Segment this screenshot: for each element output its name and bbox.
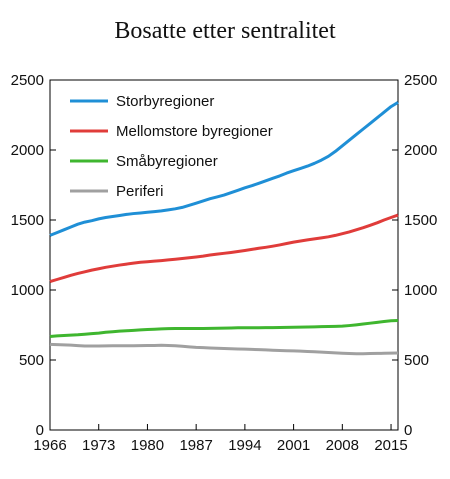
legend-label-4: Periferi xyxy=(116,183,164,200)
legend: Storbyregioner Mellomstore byregioner Småb… xyxy=(70,93,273,200)
x-tick-label: 1980 xyxy=(131,437,164,454)
series-line-4 xyxy=(49,342,399,356)
plot-frame xyxy=(49,79,399,431)
series-line-2 xyxy=(49,213,399,284)
y-tick-label-right: 2000 xyxy=(404,142,437,159)
legend-label-2: Mellomstore byregioner xyxy=(116,123,273,140)
x-tick-label: 1994 xyxy=(228,437,261,454)
series-line-3 xyxy=(49,319,399,338)
series-layer xyxy=(49,101,399,356)
y-tick-label-left: 2000 xyxy=(11,142,44,159)
y-tick-label-left: 1000 xyxy=(11,282,44,299)
y-tick-label-right: 2500 xyxy=(404,72,437,89)
x-tick-label: 2008 xyxy=(326,437,359,454)
y-tick-label-left: 1500 xyxy=(11,212,44,229)
y-tick-label-right: 500 xyxy=(404,352,429,369)
x-tick-label: 1987 xyxy=(179,437,212,454)
x-tick-label: 1973 xyxy=(82,437,115,454)
y-tick-label-left: 500 xyxy=(19,352,44,369)
y-tick-label-right: 1000 xyxy=(404,282,437,299)
y-tick-label-left: 2500 xyxy=(11,72,44,89)
series-line-1 xyxy=(49,101,399,237)
chart-title: Bosatte etter sentralitet xyxy=(114,18,336,44)
y-tick-label-right: 1500 xyxy=(404,212,437,229)
y-tick-label-right: 0 xyxy=(404,422,412,439)
x-tick-label: 1966 xyxy=(33,437,66,454)
x-tick-label: 2001 xyxy=(277,437,310,454)
legend-label-1: Storbyregioner xyxy=(116,93,214,110)
x-tick-label: 2015 xyxy=(374,437,407,454)
y-tick-label-left: 0 xyxy=(36,422,44,439)
axes: 0 0 500 500 1000 1000 1500 1500 2000 2000 2500 2500… xyxy=(11,72,438,454)
legend-label-3: Småbyregioner xyxy=(116,153,218,170)
